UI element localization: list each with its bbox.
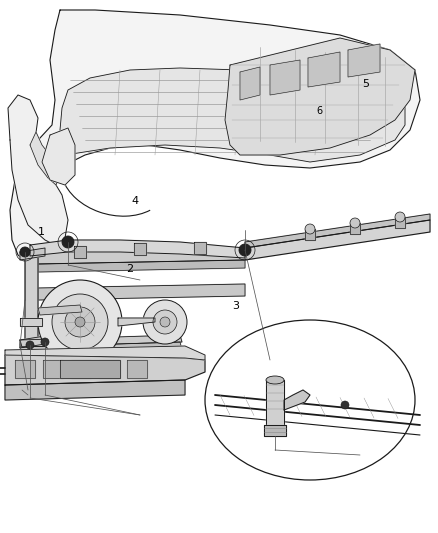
Polygon shape <box>38 248 245 264</box>
Polygon shape <box>25 252 38 344</box>
Polygon shape <box>395 217 405 228</box>
Polygon shape <box>20 342 182 355</box>
Circle shape <box>305 224 315 234</box>
Polygon shape <box>38 260 245 272</box>
Text: 2: 2 <box>126 264 133 274</box>
Polygon shape <box>20 335 182 347</box>
Polygon shape <box>15 360 35 378</box>
Polygon shape <box>134 243 146 255</box>
Polygon shape <box>308 52 340 87</box>
Polygon shape <box>30 240 245 258</box>
Polygon shape <box>5 346 205 360</box>
Polygon shape <box>30 132 60 185</box>
Circle shape <box>20 247 30 257</box>
Polygon shape <box>305 229 315 240</box>
Polygon shape <box>350 223 360 234</box>
Polygon shape <box>38 284 245 300</box>
Polygon shape <box>240 67 260 100</box>
Polygon shape <box>245 214 430 248</box>
Circle shape <box>38 280 122 364</box>
Circle shape <box>350 218 360 228</box>
Polygon shape <box>60 360 120 378</box>
Polygon shape <box>42 128 75 185</box>
Circle shape <box>239 244 251 256</box>
Circle shape <box>160 317 170 327</box>
Polygon shape <box>225 38 415 155</box>
Polygon shape <box>38 305 82 315</box>
Polygon shape <box>74 246 86 258</box>
Polygon shape <box>8 95 68 245</box>
Polygon shape <box>266 380 284 425</box>
Text: 5: 5 <box>362 79 369 89</box>
Circle shape <box>26 341 34 349</box>
Text: 1: 1 <box>38 227 45 237</box>
Circle shape <box>62 236 74 248</box>
Circle shape <box>52 294 108 350</box>
Polygon shape <box>264 425 286 436</box>
Circle shape <box>341 401 349 409</box>
Polygon shape <box>99 360 119 378</box>
Polygon shape <box>348 44 380 77</box>
Polygon shape <box>20 318 42 326</box>
Ellipse shape <box>266 376 284 384</box>
Polygon shape <box>43 360 63 378</box>
Polygon shape <box>71 360 91 378</box>
Circle shape <box>41 338 49 346</box>
Polygon shape <box>5 355 205 385</box>
Polygon shape <box>10 10 420 265</box>
Circle shape <box>143 300 187 344</box>
Circle shape <box>153 310 177 334</box>
Circle shape <box>395 212 405 222</box>
Polygon shape <box>20 248 45 260</box>
Polygon shape <box>20 336 45 348</box>
Text: 6: 6 <box>317 106 323 116</box>
Ellipse shape <box>205 320 415 480</box>
Text: 4: 4 <box>131 197 138 206</box>
Polygon shape <box>60 68 405 162</box>
Polygon shape <box>245 220 430 260</box>
Polygon shape <box>284 390 310 410</box>
Circle shape <box>65 307 95 337</box>
Polygon shape <box>270 60 300 95</box>
Polygon shape <box>194 242 206 254</box>
Polygon shape <box>118 318 155 326</box>
Circle shape <box>75 317 85 327</box>
Polygon shape <box>127 360 147 378</box>
Text: 3: 3 <box>232 302 239 311</box>
Polygon shape <box>5 380 185 400</box>
